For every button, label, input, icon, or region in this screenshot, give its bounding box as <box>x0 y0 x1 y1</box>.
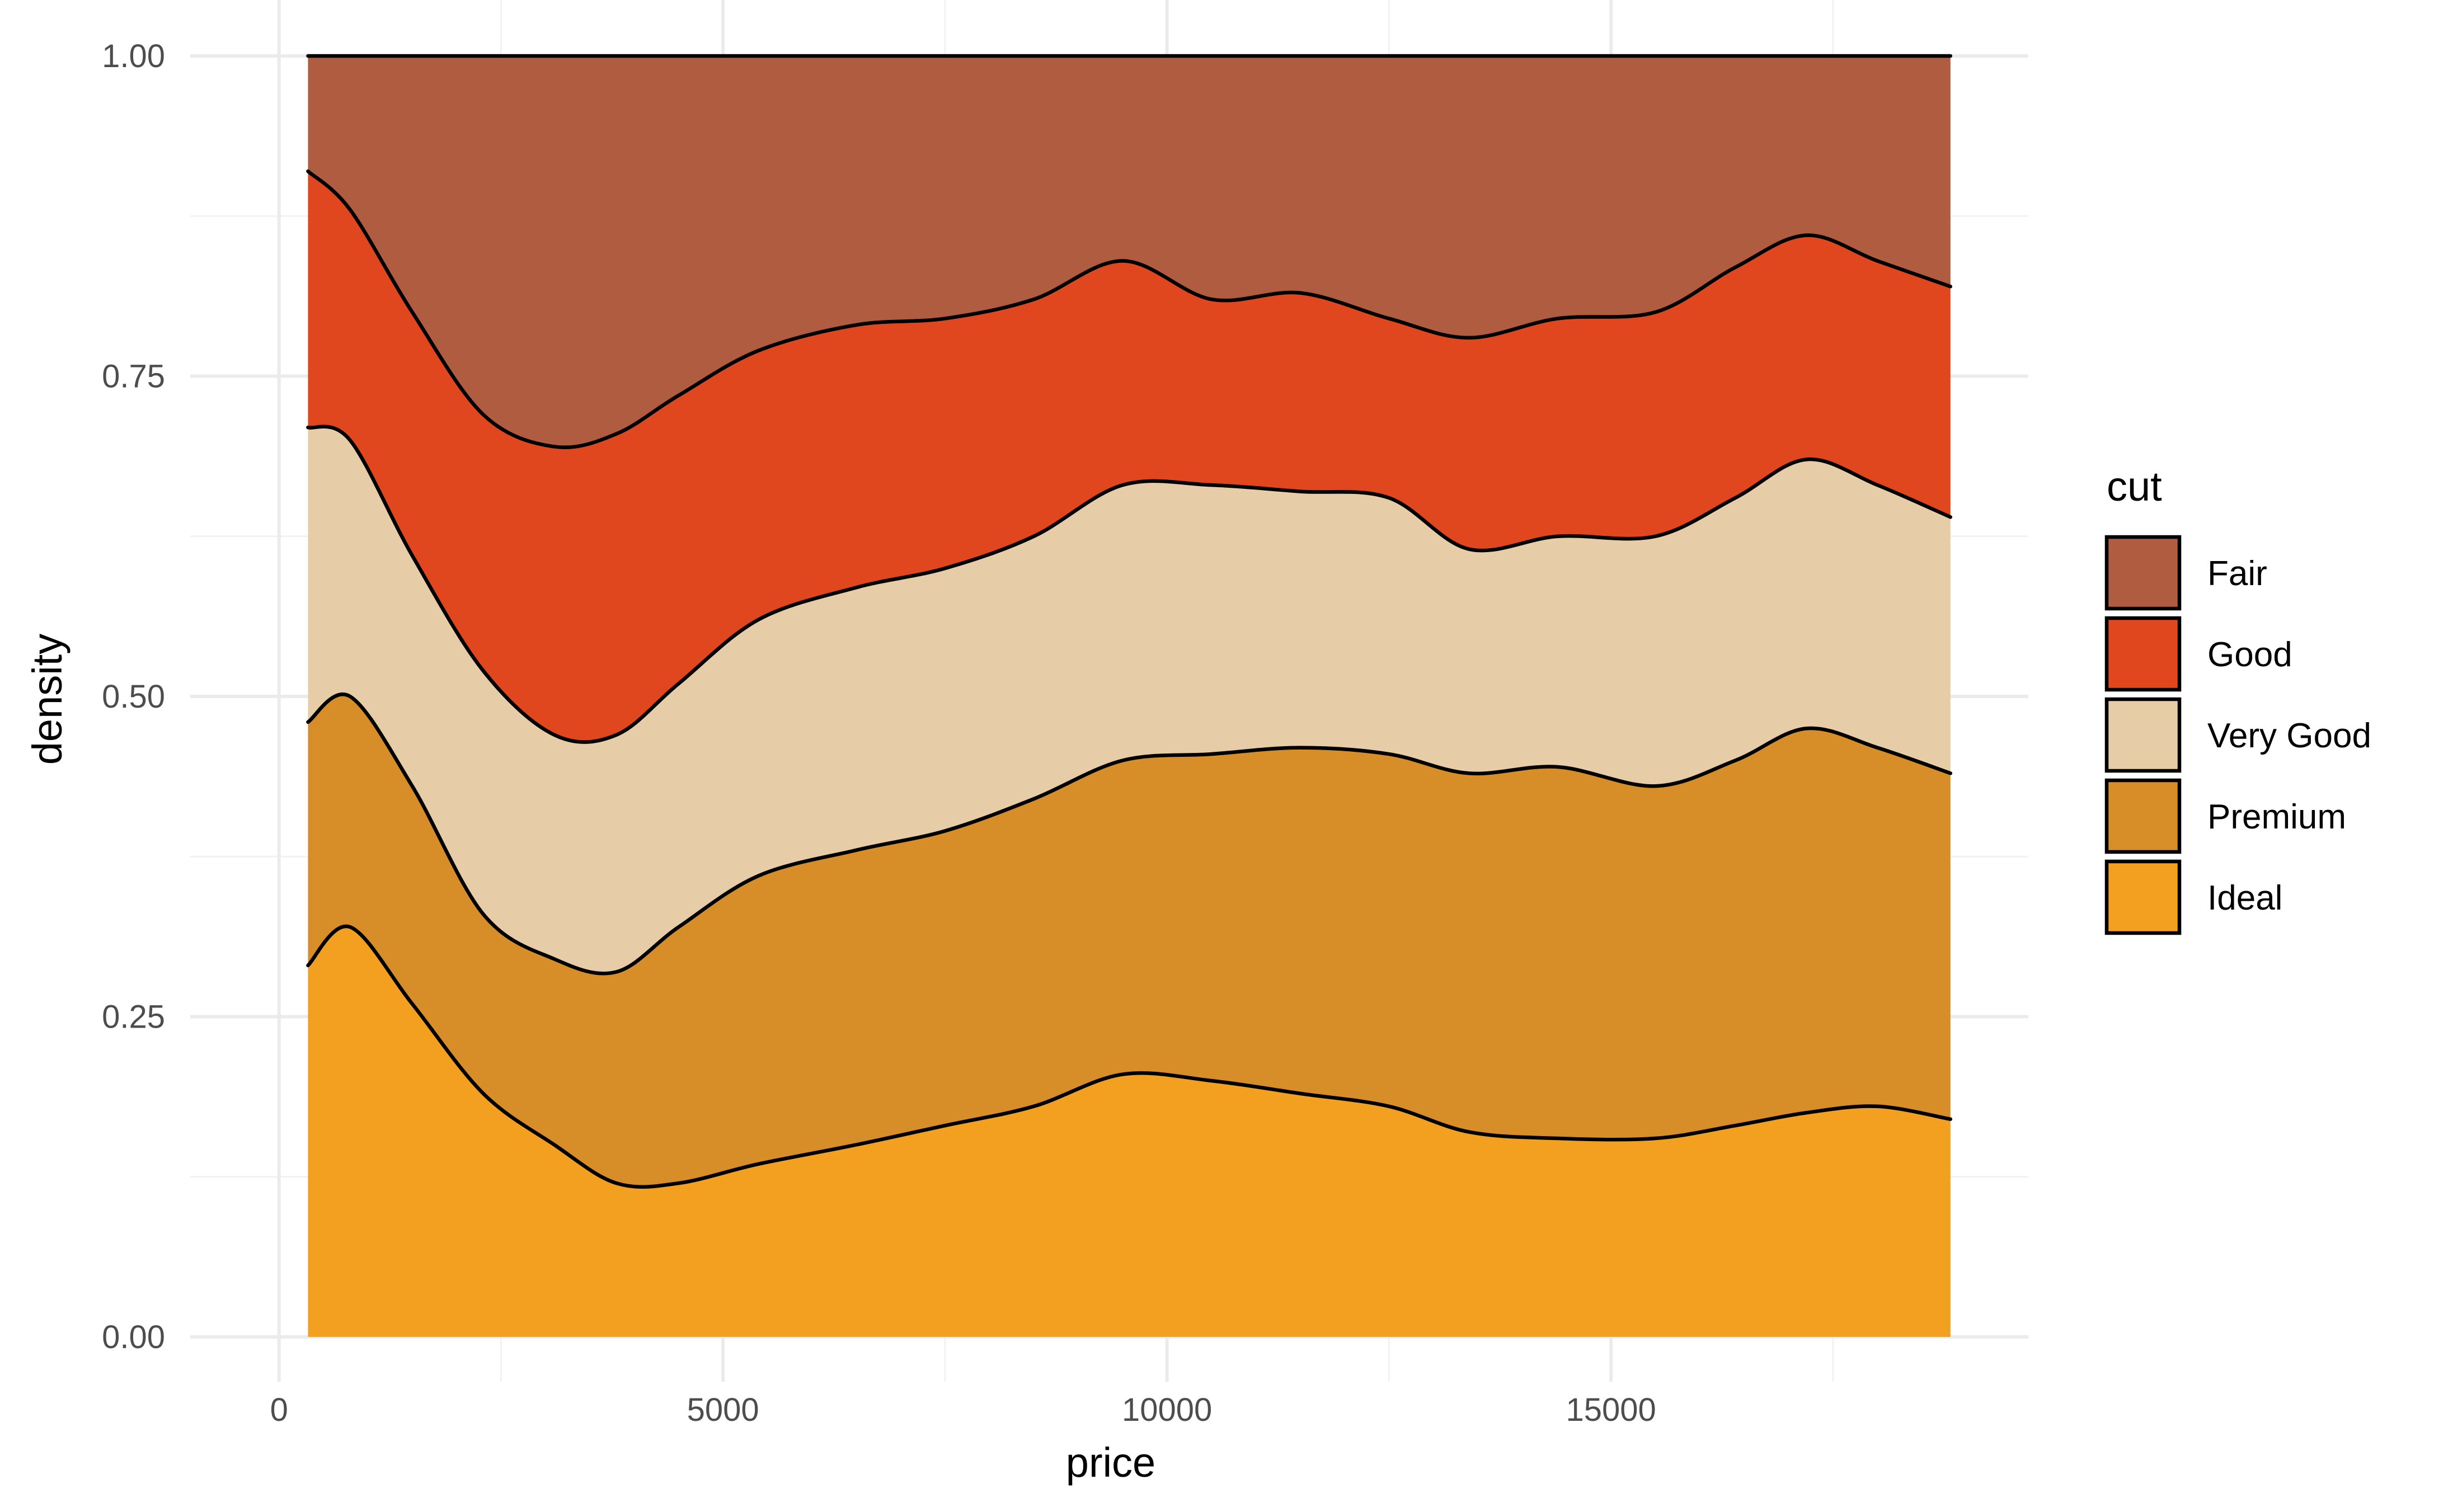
legend-key-very-good <box>2104 697 2182 773</box>
band-premium <box>308 694 1951 1187</box>
legend-label: Ideal <box>2207 879 2282 917</box>
legend: cut Fair Good Very Good Premium Ideal <box>2104 463 2371 935</box>
y-tick-label: 0.75 <box>102 359 165 395</box>
boundary-good <box>306 169 1953 450</box>
y-tick-label: 0.25 <box>102 999 165 1035</box>
legend-label: Very Good <box>2207 717 2371 755</box>
legend-key-fair <box>2104 535 2182 611</box>
y-tick-label: 0.50 <box>102 679 165 715</box>
density-bands <box>308 56 1951 1337</box>
x-tick-label: 10000 <box>1122 1392 1212 1428</box>
x-tick-label: 5000 <box>687 1392 759 1428</box>
band-fair <box>308 56 1951 448</box>
boundary-very-good <box>306 425 1953 744</box>
x-tick-label: 15000 <box>1566 1392 1656 1428</box>
density-boundaries <box>306 54 1953 1189</box>
legend-key-premium <box>2104 778 2182 854</box>
x-axis-title: price <box>1066 1439 1155 1486</box>
band-good <box>308 171 1951 742</box>
y-tick-label: 0.00 <box>102 1319 165 1355</box>
band-ideal <box>308 926 1951 1337</box>
boundary-ideal <box>306 924 1953 1189</box>
x-tick-label: 0 <box>270 1392 288 1428</box>
y-axis-ticks: 0.00 0.25 0.50 0.75 1.00 <box>102 38 165 1355</box>
legend-title: cut <box>2107 463 2162 510</box>
legend-label: Premium <box>2207 798 2346 836</box>
legend-key-ideal <box>2104 859 2182 935</box>
y-tick-label: 1.00 <box>102 38 165 74</box>
band-very-good <box>308 426 1951 974</box>
legend-key-good <box>2104 616 2182 692</box>
x-axis-ticks: 0 5000 10000 15000 <box>270 1392 1656 1428</box>
legend-items: Fair Good Very Good Premium Ideal <box>2104 535 2371 935</box>
legend-label: Fair <box>2207 554 2267 593</box>
y-axis-title: density <box>24 634 71 765</box>
boundary-premium <box>306 693 1953 976</box>
legend-label: Good <box>2207 635 2292 674</box>
